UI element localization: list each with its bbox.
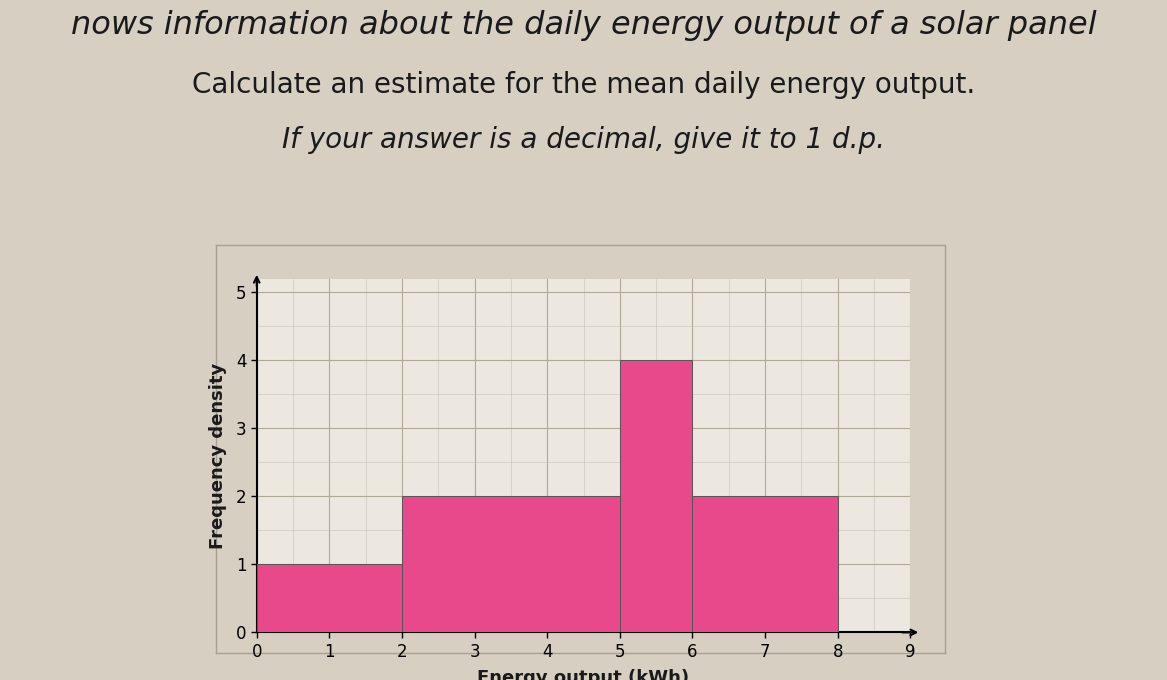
Text: If your answer is a decimal, give it to 1 d.p.: If your answer is a decimal, give it to … [282, 126, 885, 154]
Text: nows information about the daily energy output of a solar panel: nows information about the daily energy … [71, 10, 1096, 41]
Y-axis label: Frequency density: Frequency density [209, 362, 228, 549]
Bar [257, 564, 401, 632]
Bar [692, 496, 838, 632]
X-axis label: Energy output (kWh): Energy output (kWh) [477, 669, 690, 680]
Text: Calculate an estimate for the mean daily energy output.: Calculate an estimate for the mean daily… [191, 71, 976, 99]
Bar [620, 360, 692, 632]
Bar [401, 496, 620, 632]
